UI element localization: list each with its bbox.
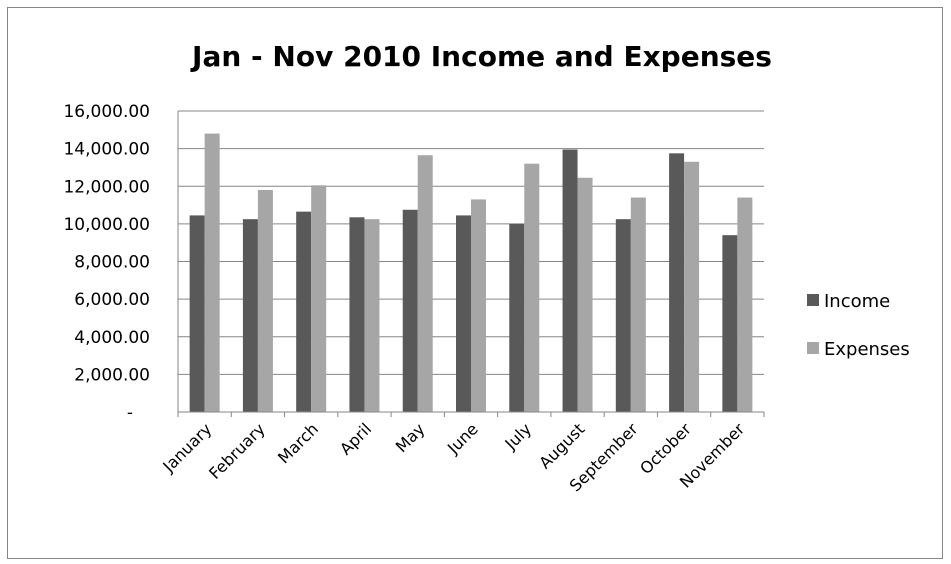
bar-expenses-april [364,219,380,412]
bar-income-august [562,149,578,413]
axes [177,111,765,417]
bar-expenses-march [311,185,327,412]
y-tick-label: 2,000.00 [74,365,150,385]
bar-income-october [669,153,685,412]
bar-expenses-february [257,190,273,412]
bar-expenses-september [630,197,646,412]
x-category-label: August [535,419,588,472]
bar-income-january [189,215,205,412]
legend-swatch-expenses [807,342,819,354]
y-tick-label: 4,000.00 [74,328,150,348]
x-category-label: June [443,419,482,458]
bar-expenses-november [737,197,753,412]
legend-label-income: Income [824,291,890,312]
x-category-label: February [205,419,269,483]
bar-expenses-july [524,163,540,412]
bar-expenses-january [204,133,220,412]
bar-expenses-august [577,177,593,412]
x-category-label: July [501,419,535,453]
legend-label-expenses: Expenses [824,339,910,360]
bar-income-july [509,223,525,412]
x-category-label: March [274,419,322,467]
bar-income-november [722,235,738,412]
bar-income-march [296,211,312,412]
bar-income-september [615,219,631,412]
chart-title: Jan - Nov 2010 Income and Expenses [190,40,772,73]
bar-expenses-may [417,155,433,412]
bar-income-june [456,215,471,412]
y-tick-label: 14,000.00 [63,140,150,160]
legend-swatch-income [807,294,819,306]
y-tick-label: 6,000.00 [74,290,150,310]
bar-expenses-october [684,161,700,412]
x-category-label: May [392,419,429,456]
y-tick-label: - [127,403,133,423]
bar-income-february [242,219,258,412]
bar-income-may [402,209,418,412]
y-tick-label: 16,000.00 [63,102,150,122]
bars [189,133,753,413]
bar-expenses-june [471,199,486,412]
x-category-label: April [336,419,375,458]
y-tick-label: 8,000.00 [74,253,150,273]
bar-income-april [349,217,365,412]
y-tick-label: 10,000.00 [63,215,150,235]
y-axis-tick-labels: - 2,000.00 4,000.00 6,000.00 8,000.00 10,000.… [63,102,150,423]
legend: Income Expenses [807,291,910,360]
y-tick-label: 12,000.00 [63,177,150,197]
